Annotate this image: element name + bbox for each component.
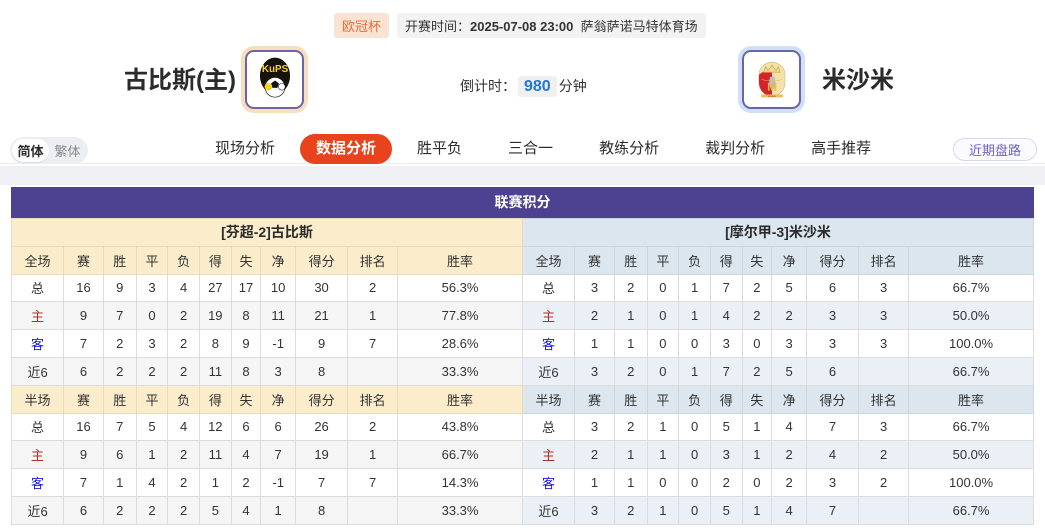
svg-text:M: M [767,81,777,93]
svg-text:KuPS: KuPS [261,64,288,75]
